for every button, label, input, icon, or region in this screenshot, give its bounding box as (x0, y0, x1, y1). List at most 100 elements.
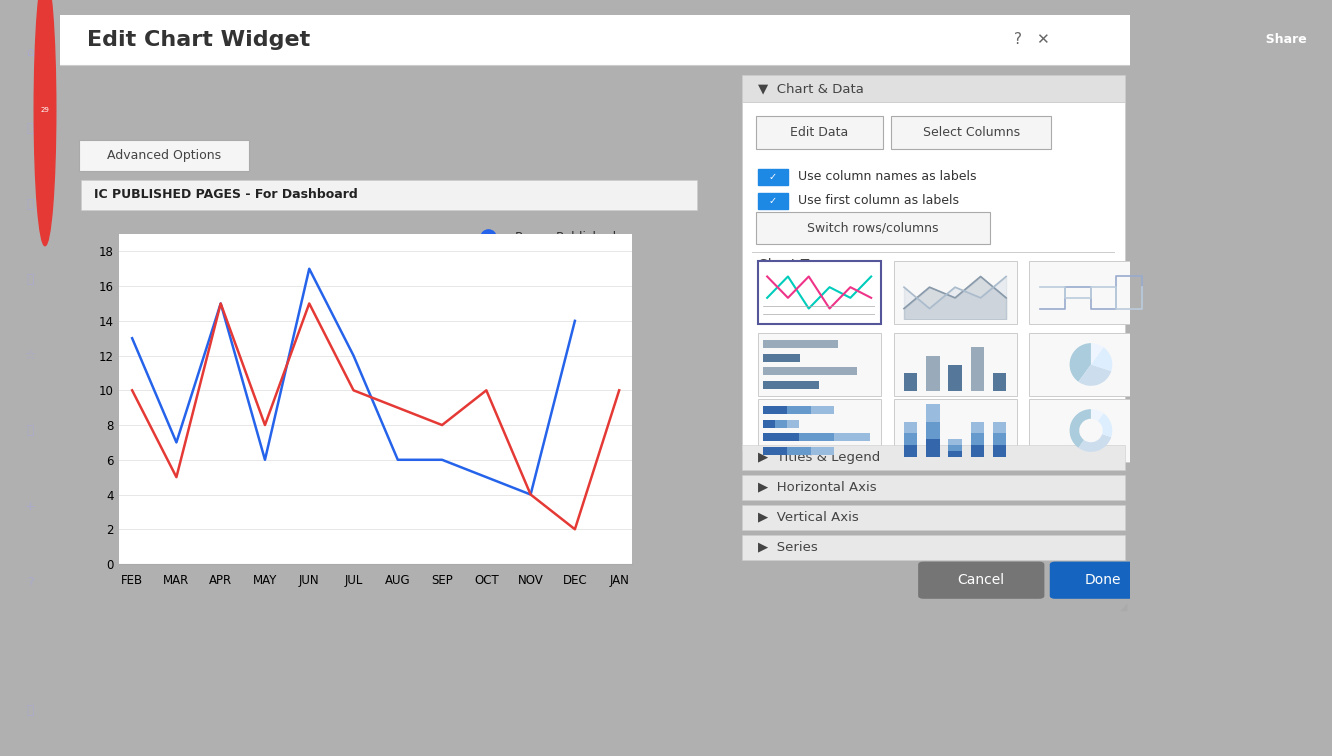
Bar (834, 433, 870, 442)
Bar (904, 433, 918, 445)
Text: Edit Data: Edit Data (790, 126, 848, 139)
Bar (926, 422, 939, 439)
Wedge shape (1070, 409, 1091, 448)
Bar (763, 340, 838, 349)
Wedge shape (1091, 409, 1103, 421)
Bar (811, 406, 834, 414)
Text: ▶  Vertical Axis: ▶ Vertical Axis (758, 511, 858, 524)
Text: Forecasted: Forecasted (514, 255, 583, 268)
Bar (763, 381, 819, 389)
Text: ＋: ＋ (27, 424, 33, 438)
Text: Select Columns: Select Columns (923, 126, 1020, 139)
Wedge shape (1079, 364, 1111, 386)
Bar (763, 367, 856, 375)
Text: Done: Done (1086, 573, 1122, 587)
Text: IC PUBLISHED PAGES - For Dashboard: IC PUBLISHED PAGES - For Dashboard (95, 188, 358, 202)
Bar (1030, 261, 1152, 324)
Bar (894, 333, 1016, 396)
Bar (763, 433, 799, 442)
Text: +: + (25, 500, 36, 513)
Bar (948, 445, 962, 451)
Text: ▼  Chart & Data: ▼ Chart & Data (758, 82, 863, 95)
FancyBboxPatch shape (918, 562, 1044, 599)
Bar (742, 75, 1124, 102)
Bar (811, 447, 834, 455)
Text: 🕐: 🕐 (27, 273, 33, 287)
Bar (787, 420, 799, 428)
Bar (742, 445, 1124, 469)
Bar (971, 445, 984, 457)
Bar (742, 504, 1124, 530)
Text: Edit Chart Widget: Edit Chart Widget (87, 30, 310, 50)
Circle shape (35, 0, 56, 246)
Text: Chart Type: Chart Type (758, 259, 832, 272)
Bar (1030, 399, 1152, 462)
Text: 🔔: 🔔 (27, 122, 33, 135)
Text: Use column names as labels: Use column names as labels (798, 171, 976, 184)
Text: Use first column as labels: Use first column as labels (798, 194, 959, 207)
Bar (742, 534, 1124, 559)
Bar (971, 433, 984, 445)
Bar (763, 354, 801, 362)
Bar (758, 261, 880, 324)
Bar (948, 364, 962, 391)
FancyBboxPatch shape (891, 116, 1051, 150)
Bar (60, 15, 1130, 65)
FancyBboxPatch shape (755, 116, 883, 150)
Bar (787, 447, 811, 455)
Text: Advanced Options: Advanced Options (108, 149, 221, 162)
Wedge shape (1091, 343, 1103, 364)
Text: ✕: ✕ (1036, 33, 1048, 48)
Wedge shape (1091, 347, 1112, 371)
Bar (763, 420, 775, 428)
Wedge shape (1079, 434, 1111, 452)
Bar (758, 169, 787, 185)
Text: ▶  Titles & Legend: ▶ Titles & Legend (758, 451, 880, 463)
Bar (904, 445, 918, 457)
Text: ☆: ☆ (24, 349, 36, 362)
Bar (894, 399, 1016, 462)
Text: ◢: ◢ (1120, 602, 1128, 612)
Bar (948, 439, 962, 445)
Bar (81, 180, 697, 210)
Bar (992, 433, 1006, 445)
Wedge shape (1070, 343, 1091, 382)
Bar (926, 439, 939, 457)
Bar (799, 433, 834, 442)
Text: 📁: 📁 (27, 197, 33, 211)
Bar (742, 475, 1124, 500)
Bar (904, 373, 918, 391)
Text: 👤: 👤 (27, 704, 33, 717)
Text: ✓: ✓ (769, 196, 777, 206)
Text: 29: 29 (40, 107, 49, 113)
FancyBboxPatch shape (1050, 562, 1156, 599)
Bar (904, 422, 918, 433)
Bar (758, 193, 787, 209)
Text: Switch rows/columns: Switch rows/columns (807, 222, 939, 234)
Bar (971, 422, 984, 433)
Bar (948, 451, 962, 457)
Bar (992, 422, 1006, 433)
Text: ?: ? (27, 575, 33, 589)
Bar (971, 347, 984, 391)
Bar (742, 102, 1124, 450)
Text: ⌂: ⌂ (27, 46, 33, 60)
Bar (763, 406, 787, 414)
Bar (894, 261, 1016, 324)
Text: ✓: ✓ (769, 172, 777, 182)
Wedge shape (1098, 414, 1112, 437)
Text: ?: ? (1014, 33, 1022, 48)
Bar (992, 373, 1006, 391)
FancyBboxPatch shape (80, 140, 249, 171)
Text: Cancel: Cancel (958, 573, 1004, 587)
Bar (758, 399, 880, 462)
Text: ▶  Horizontal Axis: ▶ Horizontal Axis (758, 481, 876, 494)
Bar (992, 445, 1006, 457)
Bar (763, 447, 787, 455)
Bar (1030, 333, 1152, 396)
Bar (775, 420, 787, 428)
Text: Share: Share (1257, 33, 1307, 46)
Text: Pages Published: Pages Published (514, 231, 615, 243)
Bar (787, 406, 811, 414)
Bar (926, 404, 939, 422)
